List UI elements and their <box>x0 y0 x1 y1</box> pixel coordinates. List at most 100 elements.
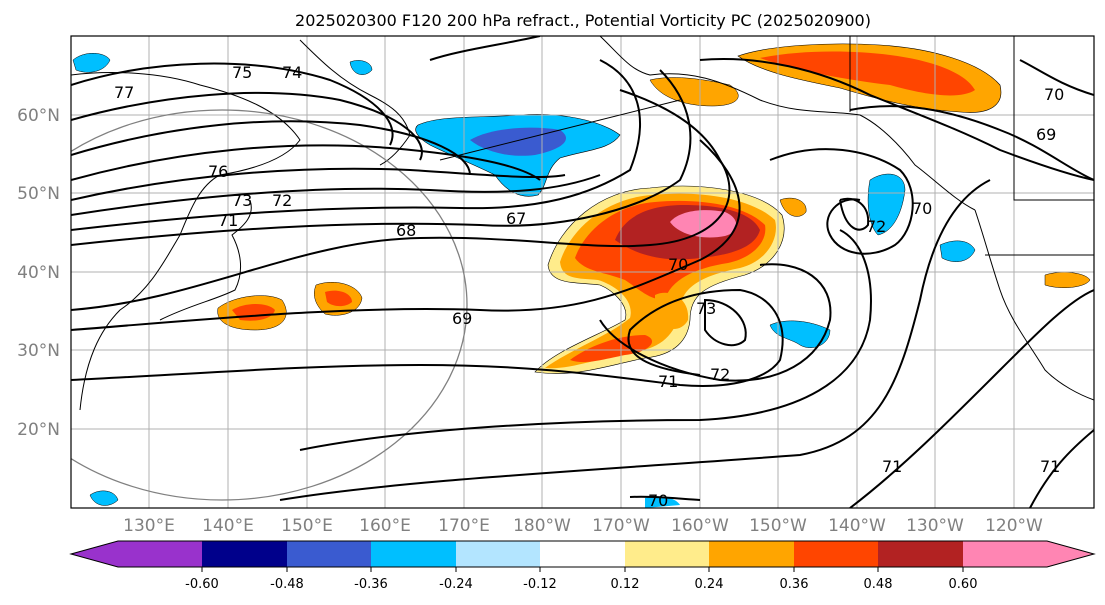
pv-positive-region <box>655 292 689 330</box>
colorbar-outline <box>69 540 1096 568</box>
lon-label: 160°E <box>359 516 411 536</box>
pv-negative-region <box>939 240 976 262</box>
contour-label: 67 <box>506 209 526 228</box>
contour-label: 68 <box>396 221 416 240</box>
colorbar-swatch <box>540 541 625 567</box>
contour-line <box>71 62 394 146</box>
map-area: 77 75 74 76 73 72 71 68 67 70 69 73 72 7… <box>71 36 1094 510</box>
contour-label: 71 <box>658 372 678 391</box>
colorbar-swatch <box>794 541 878 567</box>
lon-label: 150°W <box>749 516 807 536</box>
contour-line <box>1019 59 1094 96</box>
lon-label: 120°W <box>985 516 1043 536</box>
colorbar-tick-label: 0.36 <box>780 577 809 592</box>
contour-label: 71 <box>882 457 902 476</box>
contour-label: 69 <box>452 309 472 328</box>
contour-label: 70 <box>668 255 688 274</box>
contour-label: 69 <box>1036 125 1056 144</box>
colorbar-swatch <box>709 541 794 567</box>
contour-line <box>71 139 741 331</box>
contour-label: 76 <box>208 162 228 181</box>
great-circle-outline <box>71 109 468 501</box>
contour-line <box>599 263 832 382</box>
colorbar-tick-label: -0.60 <box>185 577 219 592</box>
contour-line <box>71 120 471 176</box>
lon-label: 170°E <box>438 516 490 536</box>
colorbar-swatch <box>625 541 709 567</box>
contour-line <box>849 105 1094 181</box>
colorbar-swatch <box>963 541 1094 567</box>
contour-line <box>769 148 914 255</box>
contour-label: 71 <box>218 211 238 230</box>
pv-positive-region <box>570 335 653 363</box>
contour-line <box>629 495 701 501</box>
lat-label: 20°N <box>17 420 60 440</box>
lon-label: 140°W <box>828 516 886 536</box>
lon-label: 130°E <box>123 516 175 536</box>
lon-label: 140°E <box>202 516 254 536</box>
contour-label: 70 <box>1044 85 1064 104</box>
lat-label: 50°N <box>17 184 60 204</box>
colorbar-tick-label: -0.48 <box>270 577 304 592</box>
pv-negative-region <box>867 173 906 236</box>
contours <box>71 36 1094 508</box>
lon-label: 150°E <box>281 516 333 536</box>
contour-line <box>279 179 991 501</box>
contour-line <box>1029 429 1094 508</box>
contour-label: 70 <box>648 491 668 510</box>
colorbar-tick-label: 0.60 <box>949 577 978 592</box>
contour-label: 70 <box>912 199 932 218</box>
latitude-labels: 60°N 50°N 40°N 30°N 20°N <box>17 106 60 440</box>
pv-positive-region <box>325 290 352 307</box>
colorbar: -0.60 -0.48 -0.36 -0.24 -0.12 0.12 0.24 … <box>69 540 1096 592</box>
contour-line <box>299 229 872 451</box>
coastline-north-america <box>974 209 1094 401</box>
contour-line <box>849 289 1094 508</box>
pv-negative-region <box>349 60 373 75</box>
contour-label: 71 <box>1040 457 1060 476</box>
map-frame <box>70 35 1095 509</box>
lat-label: 40°N <box>17 263 60 283</box>
contour-line <box>71 174 601 216</box>
coastline-aleutians <box>439 99 681 161</box>
coastline-kamchatka <box>299 39 411 166</box>
colorbar-swatch <box>456 541 540 567</box>
colorbar-swatch <box>371 541 456 567</box>
colorbar-swatch <box>202 541 287 567</box>
colorbar-tick-label: 0.24 <box>695 577 724 592</box>
lat-label: 30°N <box>17 341 60 361</box>
longitude-labels: 130°E 140°E 150°E 160°E 170°E 180°W 170°… <box>123 516 1043 536</box>
pv-negative-region <box>72 53 111 73</box>
contour-label: 74 <box>282 63 302 82</box>
colorbar-tick-label: 0.48 <box>864 577 893 592</box>
coastlines <box>71 36 1094 411</box>
contour-line <box>71 167 566 201</box>
colorbar-swatch <box>71 541 202 567</box>
lon-label: 160°W <box>671 516 729 536</box>
contour-label: 72 <box>710 365 730 384</box>
pv-positive-region <box>779 197 807 217</box>
contour-line <box>71 69 692 246</box>
contour-label: 73 <box>696 299 716 318</box>
lon-label: 130°W <box>906 516 964 536</box>
contour-line <box>839 197 870 231</box>
contour-label: 72 <box>866 217 886 236</box>
border-line <box>849 36 1094 256</box>
contour-label: 75 <box>232 63 252 82</box>
contour-line <box>71 144 541 181</box>
colorbar-tick-label: -0.36 <box>354 577 388 592</box>
pv-negative-region <box>645 496 680 508</box>
lon-label: 170°W <box>592 516 650 536</box>
coastline-alaska <box>599 36 976 211</box>
contour-line <box>429 36 541 61</box>
contour-label: 73 <box>232 191 252 210</box>
colorbar-tick-label: 0.12 <box>611 577 640 592</box>
colorbar-tick-label: -0.12 <box>523 577 557 592</box>
contour-label: 77 <box>114 83 134 102</box>
lat-label: 60°N <box>17 106 60 126</box>
coastline-asia <box>71 71 301 411</box>
colorbar-swatch <box>287 541 371 567</box>
colorbar-tick-label: -0.24 <box>439 577 473 592</box>
